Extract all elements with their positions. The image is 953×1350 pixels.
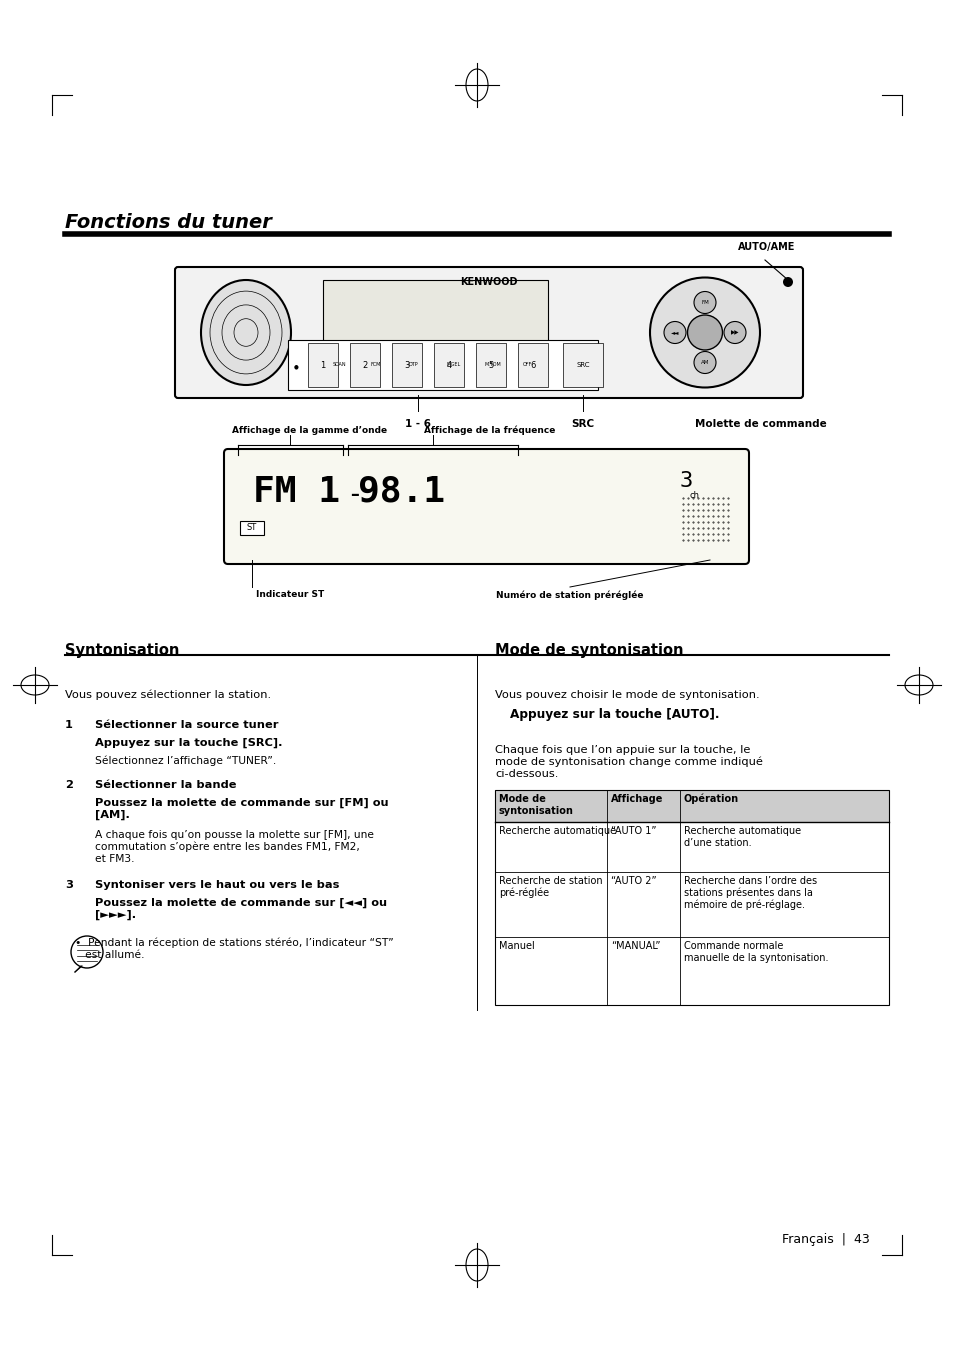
Text: ▶▶: ▶▶: [730, 329, 739, 335]
Text: Vous pouvez sélectionner la station.: Vous pouvez sélectionner la station.: [65, 690, 271, 701]
Text: •  Pendant la réception de stations stéréo, l’indicateur “ST”
   est allumé.: • Pendant la réception de stations stéré…: [75, 938, 394, 960]
Text: Recherche de station
pré-réglée: Recherche de station pré-réglée: [498, 876, 602, 898]
Text: SRC: SRC: [576, 362, 589, 369]
Text: 1: 1: [320, 360, 325, 370]
FancyBboxPatch shape: [224, 450, 748, 564]
Text: 5: 5: [488, 360, 493, 370]
Text: 3: 3: [679, 471, 693, 491]
Text: 3: 3: [65, 880, 73, 890]
Text: ●: ●: [294, 364, 298, 370]
Text: Poussez la molette de commande sur [◄◄] ou
[►►►].: Poussez la molette de commande sur [◄◄] …: [95, 898, 387, 921]
Bar: [517, 343, 547, 387]
Bar: [323, 279, 547, 350]
Text: Recherche automatique: Recherche automatique: [498, 826, 616, 836]
Bar: [434, 343, 463, 387]
Text: SCAN: SCAN: [333, 363, 346, 367]
Text: FCM: FCM: [371, 363, 381, 367]
Text: -: -: [346, 481, 362, 509]
Ellipse shape: [687, 315, 721, 350]
FancyBboxPatch shape: [174, 267, 802, 398]
Ellipse shape: [649, 278, 760, 387]
Text: 3: 3: [404, 360, 409, 370]
Bar: [240, 521, 264, 535]
Circle shape: [71, 936, 103, 968]
Text: M.TOM: M.TOM: [484, 363, 501, 367]
Text: FM 1: FM 1: [253, 475, 339, 509]
Text: FM: FM: [700, 300, 708, 305]
Bar: [495, 790, 888, 1004]
Text: KENWOOD: KENWOOD: [459, 277, 517, 288]
Text: Opération: Opération: [683, 794, 739, 805]
Text: DTP: DTP: [409, 363, 418, 367]
Text: Vous pouvez choisir le mode de syntonisation.: Vous pouvez choisir le mode de syntonisa…: [495, 690, 759, 701]
Text: Sélectionnez l’affichage “TUNER”.: Sélectionnez l’affichage “TUNER”.: [95, 756, 276, 767]
Text: Affichage de la gamme d’onde: Affichage de la gamme d’onde: [233, 427, 387, 435]
Text: ch: ch: [689, 491, 700, 500]
Text: Sélectionner la bande: Sélectionner la bande: [95, 780, 236, 790]
Text: A chaque fois qu’on pousse la molette sur [FM], une
commutation s’opère entre le: A chaque fois qu’on pousse la molette su…: [95, 830, 374, 864]
Text: Syntoniser vers le haut ou vers le bas: Syntoniser vers le haut ou vers le bas: [95, 880, 339, 890]
Bar: [288, 340, 598, 390]
Text: ◄◄: ◄◄: [670, 329, 679, 335]
Text: Fonctions du tuner: Fonctions du tuner: [65, 213, 272, 232]
Text: 2: 2: [65, 780, 72, 790]
Ellipse shape: [663, 321, 685, 343]
Text: Recherche dans l’ordre des
stations présentes dans la
mémoire de pré-réglage.: Recherche dans l’ordre des stations prés…: [683, 876, 817, 910]
Bar: [308, 343, 337, 387]
Text: 6: 6: [530, 360, 536, 370]
Bar: [350, 343, 379, 387]
Text: SRC: SRC: [571, 418, 594, 429]
Text: Commande normale
manuelle de la syntonisation.: Commande normale manuelle de la syntonis…: [683, 941, 827, 963]
Text: Syntonisation: Syntonisation: [65, 643, 179, 657]
Text: Manuel: Manuel: [498, 941, 535, 950]
Text: Mode de syntonisation: Mode de syntonisation: [495, 643, 682, 657]
Text: Chaque fois que l’on appuie sur la touche, le
mode de syntonisation change comme: Chaque fois que l’on appuie sur la touch…: [495, 745, 762, 779]
Text: Mode de
syntonisation: Mode de syntonisation: [498, 794, 574, 815]
Text: ST: ST: [247, 524, 257, 532]
Bar: [392, 343, 421, 387]
Text: Molette de commande: Molette de commande: [695, 418, 826, 429]
Text: “AUTO 2”: “AUTO 2”: [610, 876, 656, 886]
Text: 1: 1: [65, 720, 72, 730]
Text: Poussez la molette de commande sur [FM] ou
[AM].: Poussez la molette de commande sur [FM] …: [95, 798, 388, 821]
Text: 4: 4: [446, 360, 451, 370]
Text: AM: AM: [700, 360, 708, 365]
Text: 1 - 6: 1 - 6: [405, 418, 431, 429]
Text: 2: 2: [362, 360, 367, 370]
Bar: [562, 343, 602, 387]
Text: Appuyez sur la touche [SRC].: Appuyez sur la touche [SRC].: [95, 738, 282, 748]
Text: Affichage de la fréquence: Affichage de la fréquence: [424, 425, 555, 435]
Text: Recherche automatique
d’une station.: Recherche automatique d’une station.: [683, 826, 801, 848]
Text: Appuyez sur la touche [AUTO].: Appuyez sur la touche [AUTO].: [510, 707, 719, 721]
Text: AUTO/AME: AUTO/AME: [737, 242, 794, 252]
Text: Indicateur ST: Indicateur ST: [255, 590, 324, 599]
Text: Numéro de station préréglée: Numéro de station préréglée: [496, 590, 643, 599]
Text: OFF: OFF: [522, 363, 532, 367]
Ellipse shape: [693, 351, 716, 374]
Bar: [476, 343, 505, 387]
Text: F-GEL: F-GEL: [447, 363, 460, 367]
Text: Sélectionner la source tuner: Sélectionner la source tuner: [95, 720, 278, 730]
Text: “AUTO 1”: “AUTO 1”: [610, 826, 656, 836]
Text: “MANUAL”: “MANUAL”: [610, 941, 659, 950]
Text: 98.1: 98.1: [357, 475, 444, 509]
Bar: [495, 790, 888, 822]
Ellipse shape: [693, 292, 716, 313]
Circle shape: [782, 277, 792, 288]
Ellipse shape: [723, 321, 745, 343]
Ellipse shape: [201, 279, 291, 385]
Text: Français  |  43: Français | 43: [781, 1234, 869, 1246]
Text: Affichage: Affichage: [610, 794, 662, 805]
